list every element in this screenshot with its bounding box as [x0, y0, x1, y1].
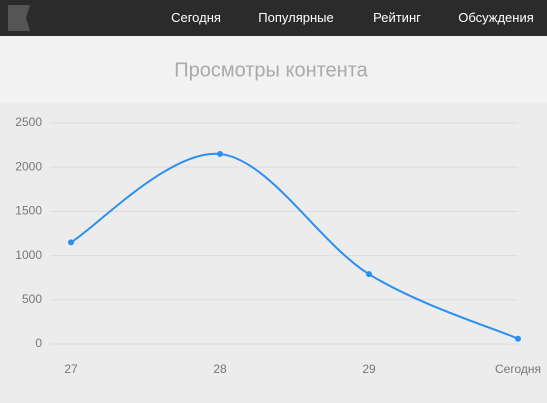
x-tick-label: 27 — [64, 362, 78, 376]
point — [515, 335, 521, 342]
header — [0, 36, 547, 103]
x-tick-label: 29 — [362, 362, 376, 376]
y-tick-label: 500 — [22, 292, 42, 306]
y-tick-label: 2000 — [15, 159, 42, 173]
y-tick-label: 2500 — [15, 115, 42, 129]
x-tick-label: Сегодня — [495, 362, 541, 376]
y-tick-label: 1500 — [15, 204, 42, 218]
point — [366, 271, 372, 278]
nav-link[interactable]: Сегодня — [171, 10, 221, 25]
point — [68, 239, 74, 246]
chart-title: Просмотры контента — [174, 59, 368, 81]
nav-link[interactable]: Рейтинг — [373, 10, 421, 25]
point — [217, 150, 223, 157]
y-tick-label: 1000 — [15, 248, 42, 262]
line — [70, 152, 519, 340]
y-tick-label: 0 — [35, 336, 42, 350]
top-bar: Сегодня Популярные Рейтинг Обсуждения — [0, 0, 547, 36]
nav-link[interactable]: Обсуждения — [458, 10, 534, 25]
nav-link[interactable]: Популярные — [258, 10, 334, 25]
x-tick-label: 28 — [213, 362, 227, 376]
logo[interactable] — [0, 0, 40, 36]
